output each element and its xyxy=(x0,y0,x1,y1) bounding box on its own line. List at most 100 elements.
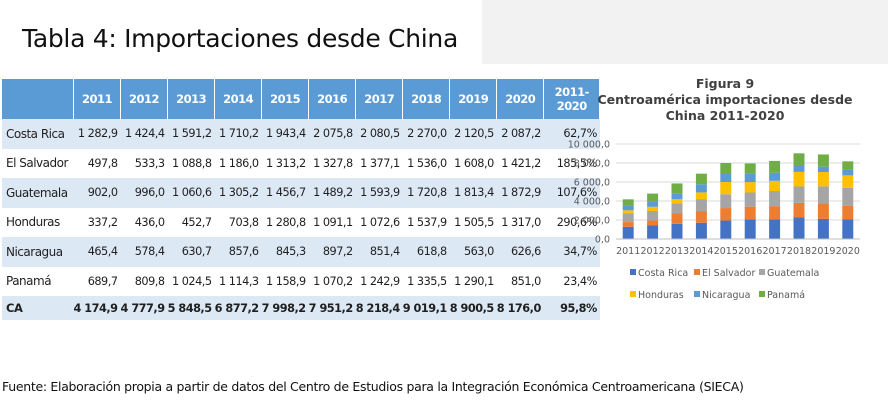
value-cell: 8 218,4 xyxy=(355,296,403,320)
table-row: Nicaragua 465,4 578,4 630,7 857,6 845,3 897,2 8… xyxy=(2,237,600,267)
value-cell: 857,6 xyxy=(214,237,262,267)
country-cell: Costa Rica xyxy=(2,119,74,149)
value-cell: 1 313,2 xyxy=(261,148,309,178)
bar-segment xyxy=(744,163,756,174)
value-cell: 6 877,2 xyxy=(214,296,262,320)
table-body: Costa Rica 1 282,9 1 424,4 1 591,2 1 710,2 1 … xyxy=(2,119,600,320)
x-tick-label: 2011 xyxy=(616,246,640,257)
background-band xyxy=(482,0,888,64)
value-cell: 1 317,0 xyxy=(496,207,544,237)
page-title: Tabla 4: Importaciones desde China xyxy=(22,24,458,53)
country-cell: Guatemala xyxy=(2,178,74,208)
value-cell: 2 120,5 xyxy=(449,119,497,149)
bar-segment xyxy=(793,153,805,167)
bar-segment xyxy=(744,219,756,239)
bar-segment xyxy=(842,175,854,188)
bar-segment xyxy=(842,187,854,206)
bar-segment xyxy=(817,166,829,173)
x-tick-label: 2013 xyxy=(665,246,689,257)
bar-segment xyxy=(622,222,634,227)
bar-segment xyxy=(769,206,781,220)
value-cell: 2 075,8 xyxy=(308,119,356,149)
value-cell: 1 091,1 xyxy=(308,207,356,237)
country-cell: CA xyxy=(2,296,74,320)
bar-segment xyxy=(817,186,829,204)
bar-segment xyxy=(671,183,683,194)
change-cell: 95,8% xyxy=(543,296,600,320)
bar-segment xyxy=(647,206,659,211)
bar-segment xyxy=(842,205,854,220)
value-cell: 497,8 xyxy=(73,148,121,178)
bar-segment xyxy=(671,203,683,214)
value-cell: 1 591,2 xyxy=(167,119,215,149)
header-year: 2019 xyxy=(449,79,498,119)
value-cell: 1 024,5 xyxy=(167,266,215,296)
y-tick-label: 8 000,0 xyxy=(574,159,610,170)
header-year: 2014 xyxy=(214,79,263,119)
value-cell: 1 943,4 xyxy=(261,119,309,149)
x-tick-label: 2012 xyxy=(641,246,665,257)
change-cell: 62,7% xyxy=(543,119,600,149)
x-tick-label: 2019 xyxy=(811,246,835,257)
value-cell: 1 608,0 xyxy=(449,148,497,178)
table-row: Costa Rica 1 282,9 1 424,4 1 591,2 1 710,2 1 … xyxy=(2,119,600,149)
y-tick-label: 6 000,0 xyxy=(574,178,610,189)
source-note: Fuente: Elaboración propia a partir de d… xyxy=(2,379,744,394)
bar-segment xyxy=(647,201,659,207)
value-cell: 1 327,8 xyxy=(308,148,356,178)
value-cell: 703,8 xyxy=(214,207,262,237)
bar-segment xyxy=(793,186,805,203)
bar-segment xyxy=(622,205,634,211)
bar-segment xyxy=(647,225,659,239)
value-cell: 1 536,0 xyxy=(402,148,450,178)
chart-title: Figura 9 Centroamérica importaciones desd… xyxy=(585,76,865,124)
x-tick-label: 2018 xyxy=(787,246,811,257)
table-header-row: 2011 2012 2013 2014 2015 2016 2017 2018 2019 2020… xyxy=(2,79,601,119)
header-change-line: 2011- xyxy=(554,85,590,99)
table-row: El Salvador 497,8 533,3 1 088,8 1 186,0 1 313… xyxy=(2,148,600,178)
change-cell: 34,7% xyxy=(543,237,600,267)
header-year: 2017 xyxy=(355,79,404,119)
bar-segment xyxy=(817,218,829,239)
value-cell: 851,0 xyxy=(496,266,544,296)
value-cell: 809,8 xyxy=(120,266,168,296)
legend-label: Nicaragua xyxy=(702,290,750,301)
bar-segment xyxy=(769,180,781,192)
legend-swatch xyxy=(694,291,700,297)
bar-segment xyxy=(744,192,756,207)
bar-segment xyxy=(817,172,829,187)
bar-segment xyxy=(720,174,732,183)
change-cell: 185,5% xyxy=(543,148,600,178)
value-cell: 1 282,9 xyxy=(73,119,121,149)
bar-segment xyxy=(842,169,854,176)
bar-segment xyxy=(769,172,781,181)
value-cell: 5 848,5 xyxy=(167,296,215,320)
y-tick-label: 4 000,0 xyxy=(574,197,610,208)
bar-segment xyxy=(695,173,707,185)
x-tick-label: 2015 xyxy=(714,246,738,257)
value-cell: 1 290,1 xyxy=(449,266,497,296)
header-change-period: 2011- 2020 xyxy=(543,79,601,119)
value-cell: 465,4 xyxy=(73,237,121,267)
country-cell: Panamá xyxy=(2,266,74,296)
bar-segment xyxy=(793,202,805,218)
y-tick-label: 10 000,0 xyxy=(568,140,610,151)
value-cell: 436,0 xyxy=(120,207,168,237)
value-cell: 1 720,8 xyxy=(402,178,450,208)
value-cell: 8 176,0 xyxy=(496,296,544,320)
bar-segment xyxy=(671,199,683,204)
bar-segment xyxy=(695,222,707,239)
chart-title-line: China 2011-2020 xyxy=(665,108,785,123)
bar-segment xyxy=(647,220,659,226)
value-cell: 1 114,3 xyxy=(214,266,262,296)
value-cell: 1 158,9 xyxy=(261,266,309,296)
value-cell: 1 335,5 xyxy=(402,266,450,296)
value-cell: 1 813,4 xyxy=(449,178,497,208)
imports-table: 2011 2012 2013 2014 2015 2016 2017 2018 2019 2020… xyxy=(2,79,601,320)
legend-label: Panamá xyxy=(767,290,805,301)
legend-swatch xyxy=(694,269,700,275)
value-cell: 4 174,9 xyxy=(73,296,121,320)
value-cell: 4 777,9 xyxy=(120,296,168,320)
x-tick-label: 2014 xyxy=(689,246,713,257)
value-cell: 1 505,5 xyxy=(449,207,497,237)
